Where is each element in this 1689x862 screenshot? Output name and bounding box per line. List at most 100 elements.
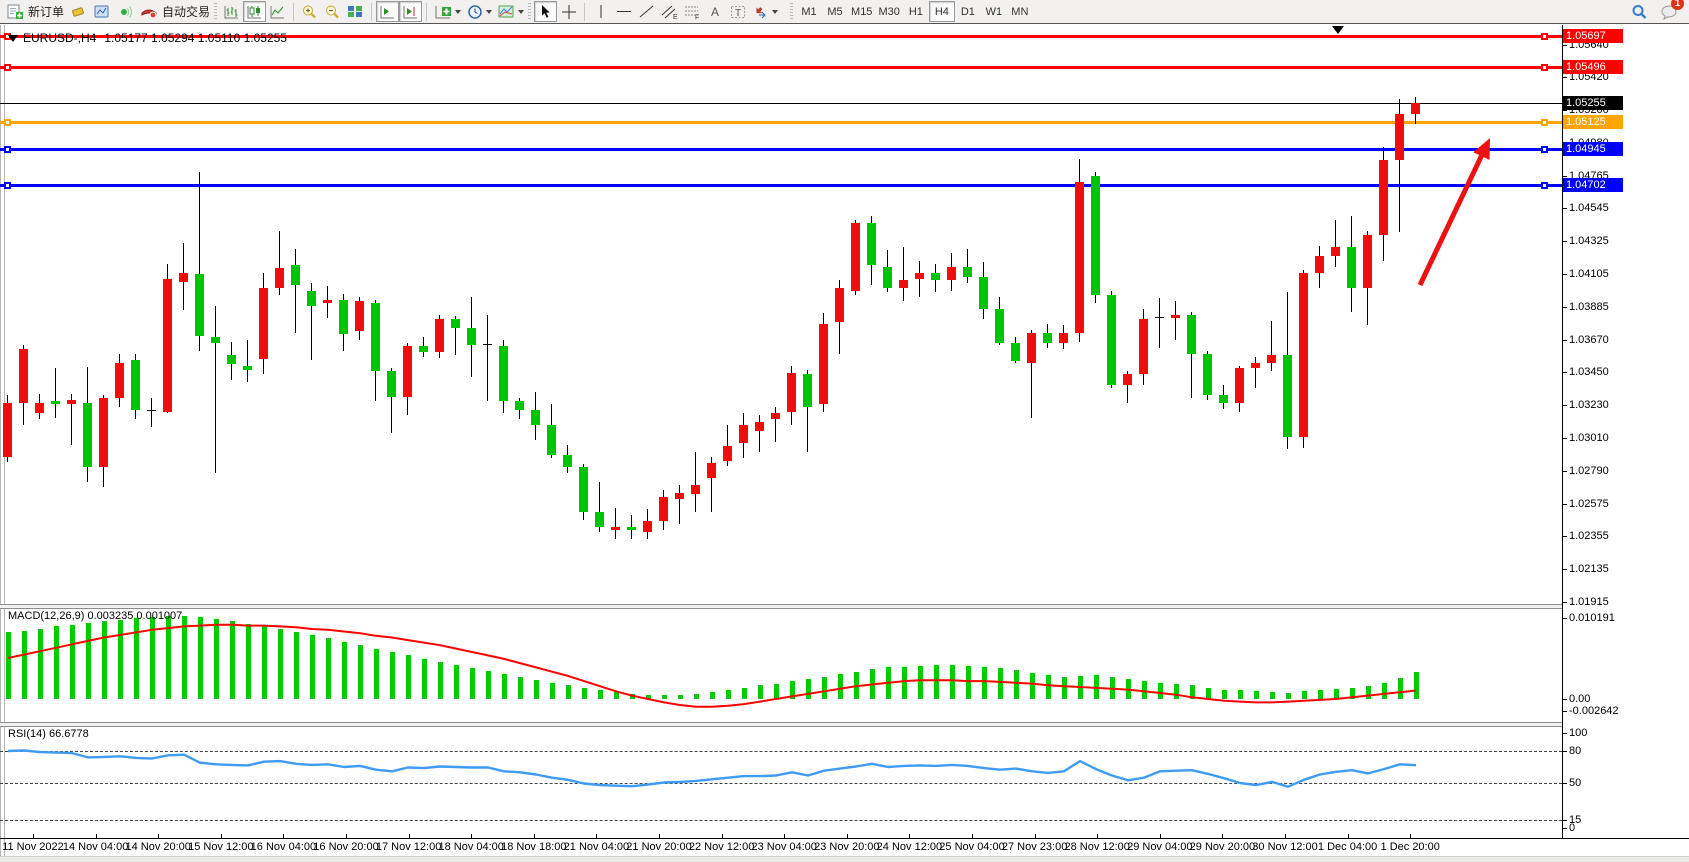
toolbar-separator (371, 2, 373, 21)
eraser-button[interactable] (67, 1, 91, 22)
candle-wick (151, 398, 152, 427)
notifications-button[interactable]: 1 (1657, 0, 1684, 22)
line-handle[interactable] (4, 119, 11, 126)
date-label[interactable]: 18 Nov 18:00 (501, 841, 567, 853)
line-chart-mode-button[interactable] (266, 1, 289, 22)
candle-wick (1255, 356, 1256, 388)
tab-timeframe-mn[interactable]: MN (1011, 5, 1029, 18)
date-label[interactable]: 11 Nov 2022 (2, 841, 64, 853)
line-handle[interactable] (1541, 119, 1548, 126)
macd-histogram-bar (1414, 671, 1419, 699)
tab-timeframe-m15[interactable]: M15 (851, 5, 873, 18)
price-tick (1562, 110, 1567, 111)
date-label[interactable]: 14 Nov 04:00 (62, 841, 129, 853)
new-order-button[interactable]: 新订单 (4, 1, 67, 22)
tab-timeframe-m30[interactable]: M30 (878, 5, 900, 18)
candle-body (1139, 319, 1148, 375)
line-handle[interactable] (4, 182, 11, 189)
tile-windows-button[interactable] (344, 1, 367, 22)
macd-histogram-bar (758, 685, 763, 699)
line-price-badge: 1.04702 (1563, 178, 1623, 192)
date-label[interactable]: 24 Nov 12:00 (876, 841, 943, 853)
window-edge (0, 25, 1, 856)
macd-histogram-bar (502, 674, 507, 699)
date-label[interactable]: 1 Dec 20:00 (1380, 841, 1440, 853)
date-label[interactable]: 1 Dec 04:00 (1317, 841, 1378, 853)
date-label[interactable]: 16 Nov 04:00 (250, 841, 317, 853)
one-click-collapse-icon[interactable] (8, 34, 18, 42)
date-label[interactable]: 23 Nov 04:00 (751, 841, 817, 853)
line-handle[interactable] (1541, 64, 1548, 71)
date-label[interactable]: 16 Nov 20:00 (313, 841, 379, 853)
candle-body (1123, 374, 1132, 385)
toolbar-separator (293, 2, 295, 21)
candle-body (1411, 102, 1420, 115)
line-handle[interactable] (4, 64, 11, 71)
template-icon (498, 4, 515, 20)
crosshair-button[interactable] (557, 1, 580, 22)
date-label[interactable]: 21 Nov 04:00 (563, 841, 630, 853)
auto-trading-button[interactable]: 自动交易 (137, 1, 213, 22)
date-label[interactable]: 28 Nov 12:00 (1064, 841, 1130, 853)
news-button[interactable] (114, 1, 137, 22)
date-label[interactable]: 30 Nov 12:00 (1252, 841, 1318, 853)
bar-chart-mode-button[interactable] (220, 1, 243, 22)
candlestick-mode-button[interactable] (243, 1, 267, 22)
toolbar-separator (584, 2, 586, 21)
date-label[interactable]: 14 Nov 20:00 (125, 841, 191, 853)
panel-separator[interactable] (0, 604, 1562, 609)
line-handle[interactable] (1541, 33, 1548, 40)
date-label[interactable]: 23 Nov 20:00 (814, 841, 880, 853)
tab-timeframe-w1[interactable]: W1 (985, 5, 1003, 18)
templates-button[interactable] (495, 1, 527, 22)
horizontal-line-tool[interactable] (612, 1, 635, 22)
date-label[interactable]: 29 Nov 04:00 (1127, 841, 1193, 853)
trendline-tool[interactable] (635, 1, 658, 22)
indicators-button[interactable] (431, 1, 464, 22)
toolbar-grip (790, 2, 794, 21)
date-label[interactable]: 22 Nov 12:00 (688, 841, 755, 853)
candle-body (691, 485, 700, 495)
fibonacci-tool[interactable]: F (681, 1, 704, 22)
equidistant-channel-tool[interactable]: E (658, 1, 681, 22)
tab-timeframe-h1[interactable]: H1 (908, 5, 923, 18)
chart-shift-icon (379, 4, 396, 20)
date-label[interactable]: 18 Nov 04:00 (438, 841, 504, 853)
line-handle[interactable] (1541, 182, 1548, 189)
tab-timeframe-m5[interactable]: M5 (827, 5, 843, 18)
date-label[interactable]: 25 Nov 04:00 (939, 841, 1005, 853)
search-button[interactable] (1628, 1, 1651, 22)
periods-button[interactable] (464, 1, 495, 22)
candle-wick (55, 368, 56, 418)
tab-timeframe-m1[interactable]: M1 (801, 5, 817, 18)
arrows-tool[interactable] (750, 1, 781, 22)
line-handle[interactable] (1541, 146, 1548, 153)
date-label[interactable]: 21 Nov 20:00 (626, 841, 692, 853)
candle-body (563, 455, 572, 468)
line-handle[interactable] (4, 146, 11, 153)
macd-axis-tick (1562, 618, 1567, 619)
date-label[interactable]: 15 Nov 12:00 (188, 841, 254, 853)
tab-timeframe-h4[interactable]: H4 (928, 1, 955, 22)
panel-separator[interactable] (0, 722, 1562, 727)
tab-timeframe-d1[interactable]: D1 (960, 5, 975, 18)
auto-scroll-button[interactable] (399, 1, 423, 22)
price-axis-panel[interactable] (1563, 25, 1689, 838)
candle-body (595, 512, 604, 528)
cursor-button[interactable] (534, 1, 558, 22)
text-tool[interactable]: A (704, 1, 727, 22)
date-label[interactable]: 29 Nov 20:00 (1189, 841, 1256, 853)
zoom-in-button[interactable] (298, 1, 321, 22)
date-label[interactable]: 27 Nov 23:00 (1001, 841, 1068, 853)
text-label-tool[interactable]: T (727, 1, 750, 22)
macd-histogram-bar (646, 694, 651, 699)
chart-shift-button[interactable] (376, 1, 400, 22)
candle-body (1091, 176, 1100, 296)
vertical-line-tool[interactable] (589, 1, 612, 22)
zoom-out-button[interactable] (321, 1, 344, 22)
macd-histogram-bar (678, 694, 683, 699)
candle-body (307, 290, 316, 306)
date-label[interactable]: 17 Nov 12:00 (375, 841, 442, 853)
macd-histogram-bar (1270, 692, 1275, 699)
chart-profile-button[interactable] (91, 1, 114, 22)
